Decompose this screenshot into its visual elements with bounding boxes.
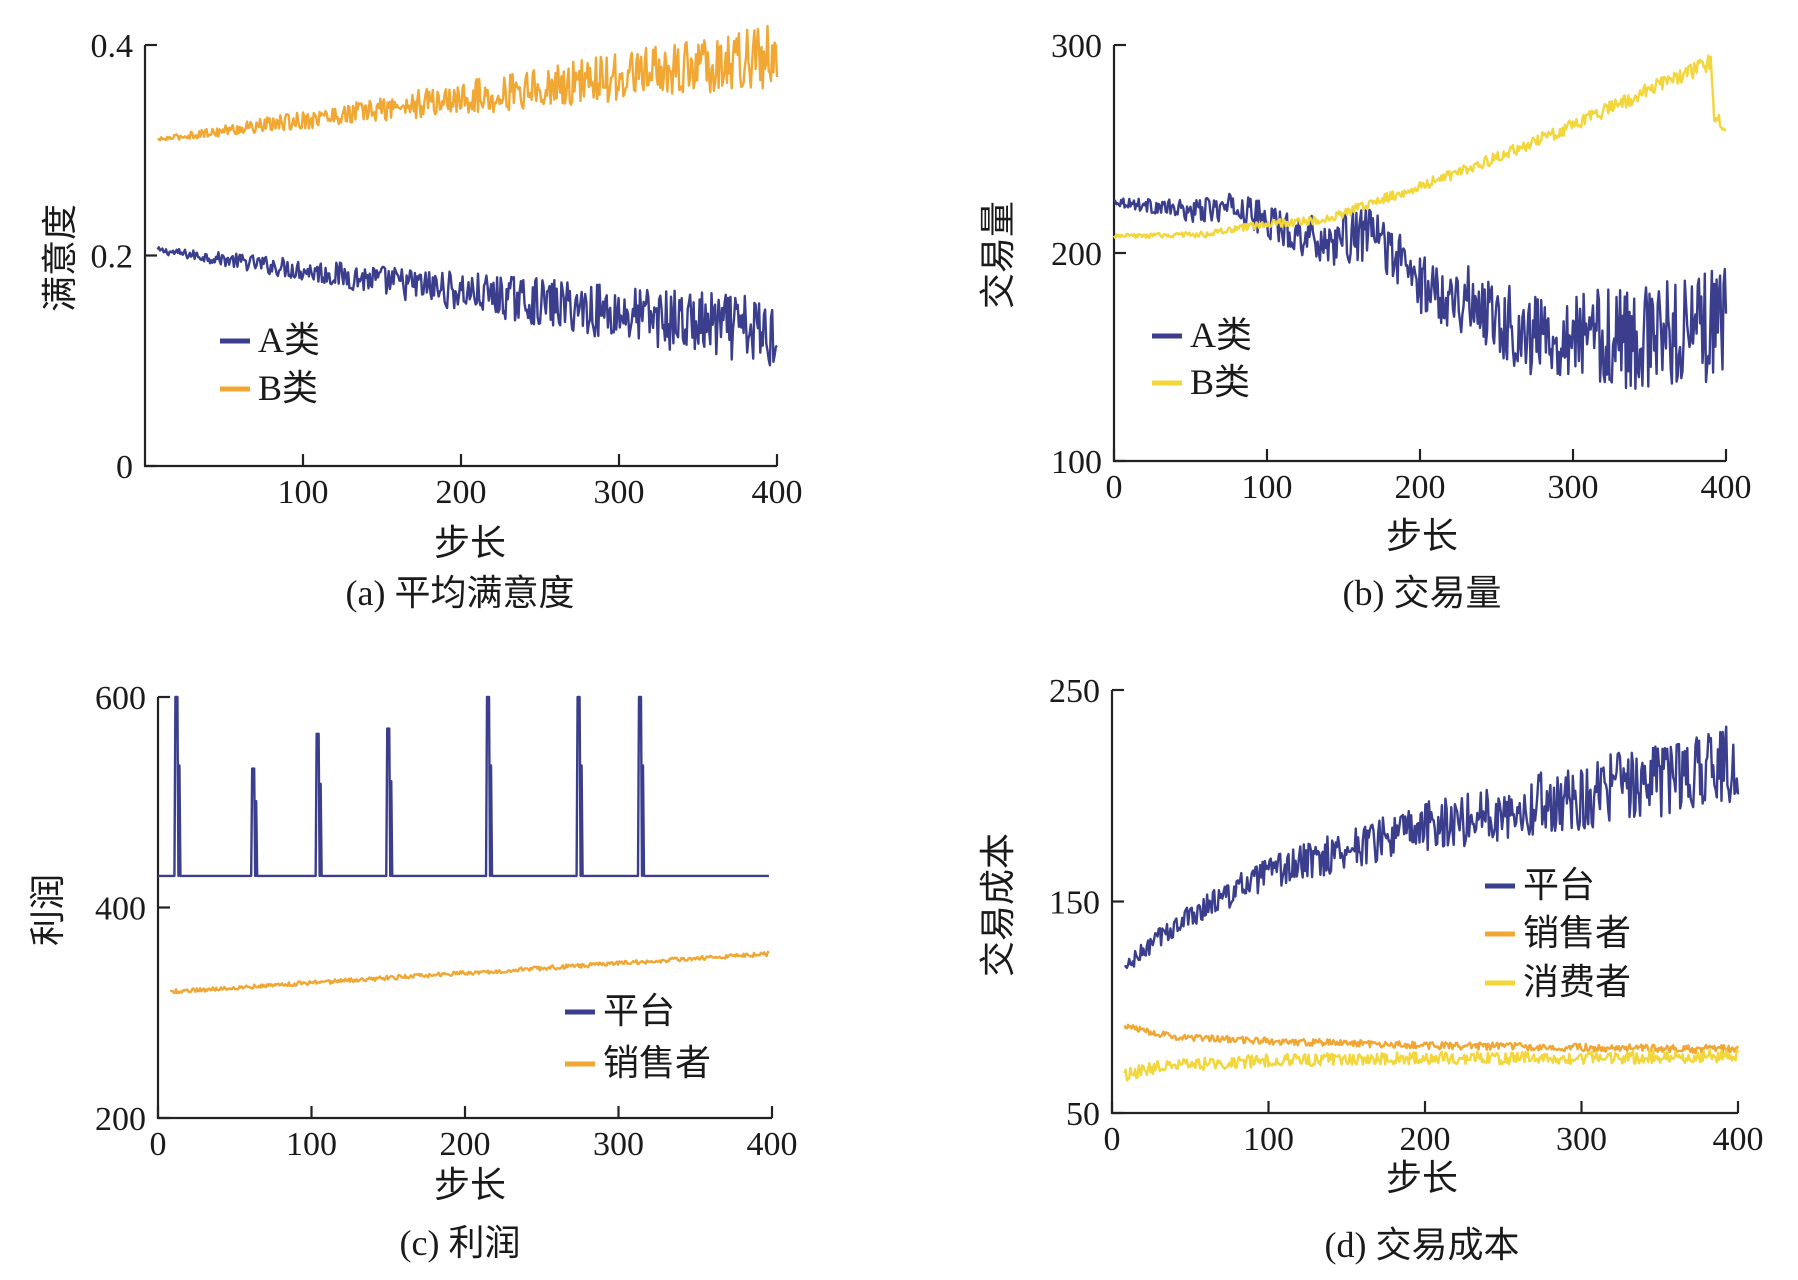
x-tick-label: 100 [1243,1121,1294,1158]
x-axis-label: 步长 [1386,516,1458,556]
y-tick-label: 250 [1049,673,1100,710]
series-line-orange [1123,1023,1740,1055]
x-tick-label: 200 [436,474,487,511]
legend-label: 销售者 [1523,913,1631,953]
chart-caption: (a) 平均满意度 [346,573,575,613]
x-tick-label: 400 [752,474,803,511]
series-line-orange [157,24,779,142]
x-tick-label: 300 [1556,1121,1607,1158]
x-axis-label: 步长 [1386,1158,1458,1198]
legend-label: B类 [1190,362,1250,402]
y-axis-label: 利润 [28,874,68,946]
y-axis-label: 交易成本 [978,833,1018,977]
x-tick-label: 200 [1400,1121,1451,1158]
chart-caption: (b) 交易量 [1343,573,1502,613]
series-line-yellow [1123,1048,1740,1082]
y-tick-label: 200 [1051,236,1102,273]
y-tick-label: 50 [1066,1096,1100,1133]
legend-label: 销售者 [603,1043,711,1083]
y-tick-label: 300 [1051,28,1102,65]
x-axis-label: 步长 [434,1165,506,1205]
x-tick-label: 100 [278,474,329,511]
x-tick-label: 0 [150,1126,167,1163]
y-tick-label: 400 [95,891,146,928]
legend-label: 平台 [1523,865,1595,905]
x-tick-label: 400 [1701,469,1752,506]
x-tick-label: 400 [747,1126,798,1163]
series-line-blue [1123,725,1740,970]
legend-label: B类 [258,368,318,408]
legend-label: A类 [1190,315,1252,355]
y-tick-label: 0.2 [91,239,134,276]
chart-caption: (d) 交易成本 [1325,1225,1520,1265]
y-tick-label: 0.4 [91,28,134,65]
y-axis-label: 交易量 [978,201,1018,309]
y-tick-label: 100 [1051,444,1102,481]
x-tick-label: 200 [1395,469,1446,506]
legend-label: 消费者 [1523,962,1631,1002]
y-tick-label: 200 [95,1101,146,1138]
series-line-blue [156,246,778,367]
y-axis-label: 满意度 [40,204,80,312]
x-tick-label: 0 [1104,1121,1121,1158]
series-line-yellow [1112,54,1727,239]
y-tick-label: 600 [95,680,146,717]
x-axis-label: 步长 [434,523,506,563]
x-tick-label: 0 [1106,469,1123,506]
y-tick-label: 150 [1049,885,1100,922]
chart-caption: (c) 利润 [400,1223,521,1263]
legend-label: 平台 [603,991,675,1031]
x-tick-label: 300 [593,1126,644,1163]
y-tick-label: 0 [116,449,133,486]
series-line-blue [1113,192,1728,390]
series-line-orange [169,950,770,995]
legend-label: A类 [258,320,320,360]
x-tick-label: 300 [1548,469,1599,506]
x-tick-label: 400 [1713,1121,1764,1158]
series-line-blue [158,695,769,878]
x-tick-label: 100 [286,1126,337,1163]
x-tick-label: 200 [440,1126,491,1163]
x-tick-label: 100 [1242,469,1293,506]
x-tick-label: 300 [594,474,645,511]
